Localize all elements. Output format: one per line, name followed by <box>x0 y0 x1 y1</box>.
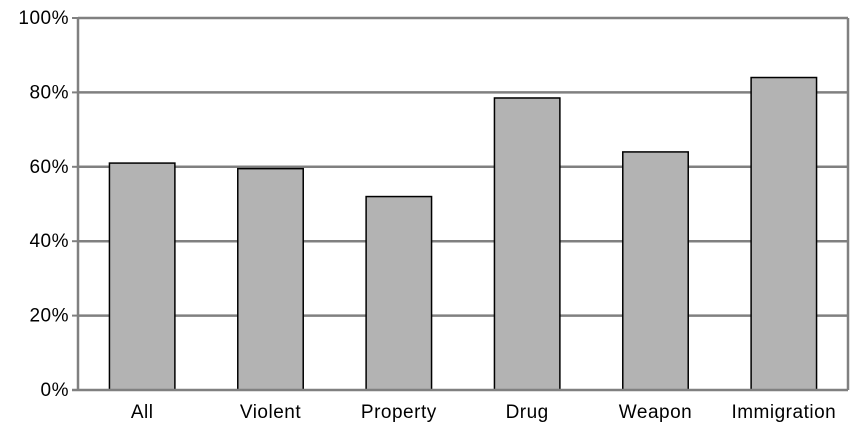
y-tick-label: 0% <box>41 380 69 401</box>
bar-weapon <box>622 151 689 391</box>
bar-violent <box>237 167 304 391</box>
x-category-label: Immigration <box>731 402 836 423</box>
bar-immigration <box>750 76 818 391</box>
x-category-label: All <box>131 402 154 423</box>
y-tick-label: 40% <box>29 231 69 252</box>
y-tick-labels: 0% 20% 40% 60% 80% 100% <box>18 8 69 401</box>
bar-property <box>365 195 433 391</box>
y-tick-label: 100% <box>18 8 69 29</box>
y-tick-label: 80% <box>29 82 69 103</box>
x-category-labels: All Violent Property Drug Weapon Immigration <box>131 402 836 423</box>
bar-all <box>108 162 176 391</box>
bar-drug <box>493 97 561 391</box>
gridlines <box>78 16 848 317</box>
y-tick-label: 60% <box>29 157 69 178</box>
y-tick-label: 20% <box>29 306 69 327</box>
axes <box>72 17 850 392</box>
x-category-label: Weapon <box>619 402 692 423</box>
x-category-label: Drug <box>506 402 549 423</box>
x-category-label: Property <box>361 402 437 423</box>
x-category-label: Violent <box>240 402 301 423</box>
bars <box>108 76 818 391</box>
